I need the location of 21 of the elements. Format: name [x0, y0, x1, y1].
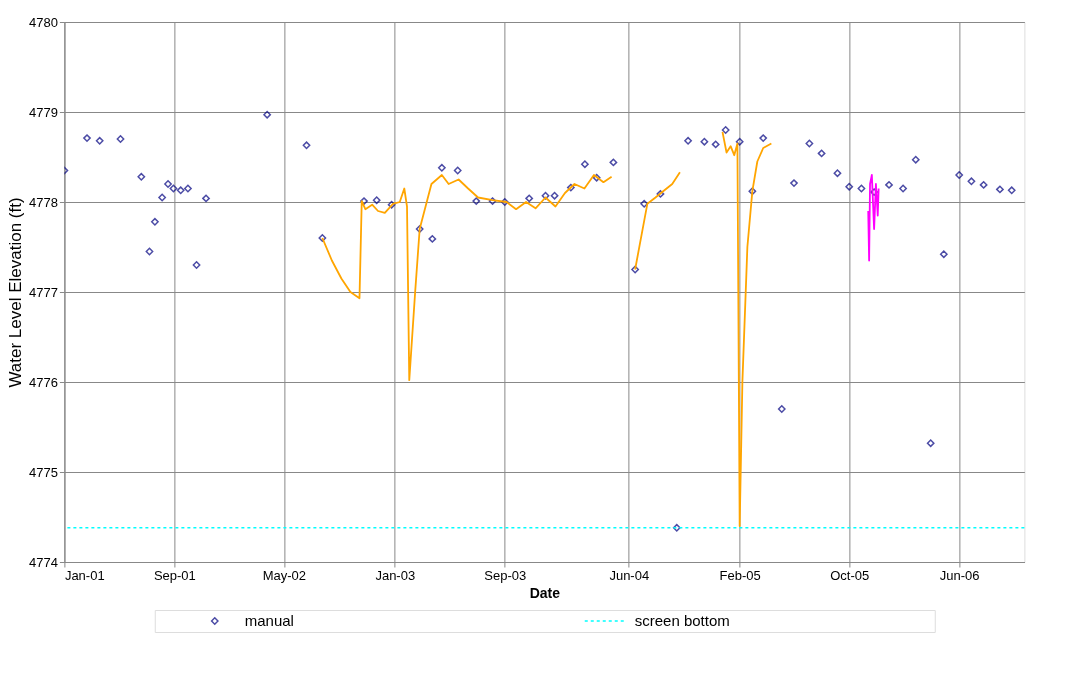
y-tick-label: 4777	[28, 284, 58, 300]
x-tick-label: Oct-05	[830, 567, 870, 583]
y-axis-title: Water Level Elevation (ft)	[5, 197, 25, 388]
y-tick-label: 4776	[28, 374, 58, 390]
x-tick-label: Jan-01	[64, 567, 105, 583]
y-tick-label: 4775	[28, 464, 58, 480]
x-tick-label: Jan-03	[375, 567, 416, 583]
y-tick-label: 4779	[28, 104, 58, 120]
y-tick-label: 4780	[28, 14, 58, 30]
legend-label: manual	[244, 612, 294, 629]
x-tick-label: Sep-01	[153, 567, 196, 583]
x-tick-label: Sep-03	[484, 567, 527, 583]
line-series	[867, 174, 880, 262]
x-tick-label: Feb-05	[719, 567, 761, 583]
y-tick-label: 4774	[28, 554, 58, 570]
x-tick-label: Jun-06	[939, 567, 980, 583]
x-axis-title: Date	[529, 584, 561, 601]
legend-label: screen bottom	[634, 612, 730, 629]
x-tick-label: Jun-04	[609, 567, 650, 583]
y-tick-label: 4778	[28, 194, 58, 210]
x-tick-label: May-02	[262, 567, 307, 583]
